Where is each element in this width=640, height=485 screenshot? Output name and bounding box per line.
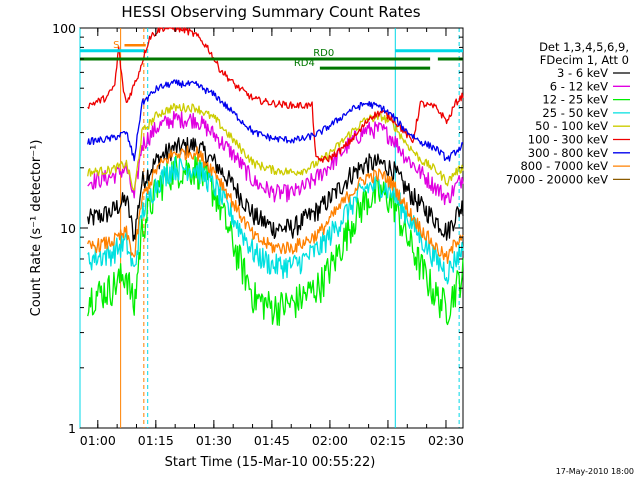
orange-bar-label: S	[113, 40, 119, 51]
green-bar-label-0: RD0	[313, 48, 334, 59]
axis-layer: 01:00 01:15 01:30 01:45 02:00 02:15 02:30 1 10 10…	[52, 21, 464, 448]
series-line-1	[87, 110, 464, 206]
x-tick-label-4: 02:00	[312, 433, 348, 448]
series-line-0	[87, 137, 464, 242]
legend-label-1: 6 - 12 keV	[550, 79, 608, 93]
x-axis-label: Start Time (15-Mar-10 00:55:22)	[165, 455, 376, 470]
y-tick-label-1: 10	[60, 221, 76, 236]
footer-date: 17-May-2010 18:00	[556, 467, 634, 476]
legend-label-7: 800 - 7000 keV	[520, 159, 608, 173]
legend-label-2: 12 - 25 keV	[542, 93, 608, 107]
series-line-7	[87, 145, 464, 264]
series-line-5	[87, 27, 464, 163]
legend-header-line-2: FDecim 1, Att 0	[540, 53, 629, 67]
y-tick-label-2: 100	[52, 21, 76, 36]
x-tick-label-3: 01:45	[254, 433, 290, 448]
series-line-6	[87, 79, 464, 162]
y-tick-label-0: 1	[68, 421, 76, 436]
legend-label-5: 100 - 300 keV	[528, 133, 608, 147]
x-tick-label-1: 01:15	[138, 433, 174, 448]
y-axis-label: Count Rate (s⁻¹ detector⁻¹)	[29, 140, 44, 317]
series-layer	[87, 27, 464, 326]
x-tick-label-2: 01:30	[196, 433, 232, 448]
legend-label-0: 3 - 6 keV	[557, 66, 608, 80]
green-bar-label-1: RD4	[294, 58, 315, 69]
legend-label-3: 25 - 50 keV	[542, 106, 608, 120]
series-line-4	[87, 102, 464, 191]
legend-header-line-1: Det 1,3,4,5,6,9,	[539, 40, 629, 54]
x-tick-label-0: 01:00	[80, 433, 116, 448]
legend-label-6: 300 - 800 keV	[528, 146, 608, 160]
legend-label-8: 7000 - 20000 keV	[506, 172, 608, 186]
series-line-2	[87, 154, 464, 326]
x-tick-label-6: 02:30	[428, 433, 464, 448]
legend-label-4: 50 - 100 keV	[535, 119, 608, 133]
legend: Det 1,3,4,5,6,9, FDecim 1, Att 0 3 - 6 k…	[506, 40, 630, 186]
chart-title: HESSI Observing Summary Count Rates	[121, 3, 420, 21]
marker-layer	[79, 28, 460, 428]
x-tick-label-5: 02:15	[370, 433, 406, 448]
